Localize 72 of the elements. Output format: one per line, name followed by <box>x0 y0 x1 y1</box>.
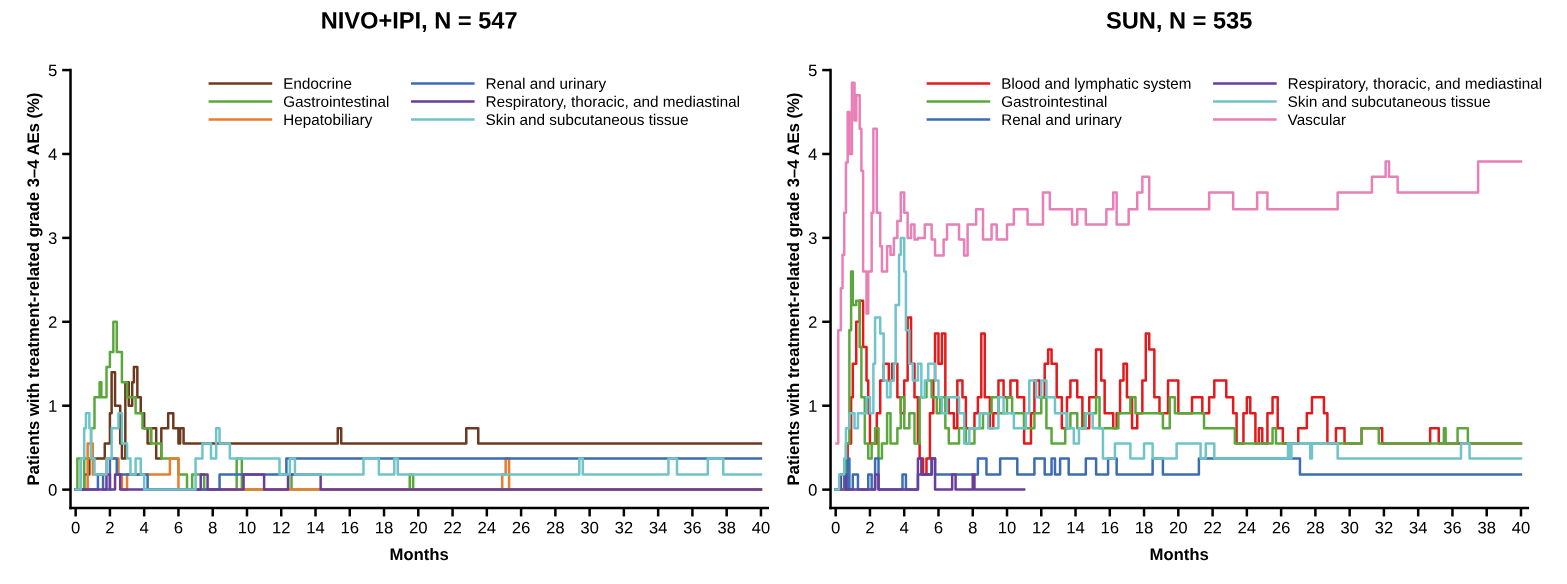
y-tick-label: 1 <box>49 400 57 412</box>
x-axis-title: Months <box>390 547 449 561</box>
y-tick-label: 4 <box>48 148 57 161</box>
x-tick-label: 32 <box>615 521 633 534</box>
legend-label: Respiratory, thoracic, and mediastinal <box>486 95 740 111</box>
legend-label: Hepatobiliary <box>284 113 373 129</box>
x-tick-label: 40 <box>752 521 770 534</box>
x-tick-label: 2 <box>866 521 874 534</box>
legend-label: Renal and urinary <box>486 77 607 92</box>
y-tick-label: 2 <box>808 316 817 328</box>
x-tick-label: 6 <box>174 521 183 534</box>
legend-label: Gastrointestinal <box>1001 95 1107 107</box>
x-axis-title: Months <box>1150 547 1209 561</box>
x-tick-label: 14 <box>1067 521 1085 534</box>
x-tick-label: 10 <box>999 521 1016 534</box>
x-tick-label: 2 <box>106 521 114 534</box>
x-tick-label: 30 <box>1341 521 1359 534</box>
x-tick-label: 6 <box>934 521 943 534</box>
x-tick-label: 0 <box>71 521 80 534</box>
x-tick-label: 36 <box>683 521 701 534</box>
x-tick-label: 20 <box>1169 521 1187 534</box>
legend-label: Skin and subcutaneous tissue <box>486 113 688 126</box>
x-tick-label: 4 <box>139 521 149 534</box>
legend-label: Vascular <box>1287 113 1346 126</box>
x-tick-label: 16 <box>1101 521 1119 534</box>
x-tick-label: 10 <box>238 521 256 534</box>
y-tick-label: 2 <box>48 316 57 328</box>
x-tick-label: 20 <box>409 521 427 534</box>
y-tick-label: 1 <box>809 400 817 412</box>
y-tick-label: 5 <box>808 64 817 77</box>
x-tick-label: 26 <box>512 521 530 534</box>
x-tick-label: 22 <box>1204 521 1222 534</box>
x-tick-label: 34 <box>1409 521 1427 534</box>
x-tick-label: 30 <box>580 521 599 534</box>
y-tick-label: 3 <box>808 232 817 245</box>
y-tick-label: 3 <box>48 232 57 245</box>
x-tick-label: 28 <box>1306 521 1324 534</box>
x-tick-label: 16 <box>341 521 359 534</box>
x-tick-label: 22 <box>444 521 461 534</box>
legend-label: Renal and urinary <box>1002 113 1122 129</box>
x-tick-label: 4 <box>899 521 909 534</box>
x-tick-label: 18 <box>1136 521 1153 534</box>
x-tick-label: 24 <box>1238 521 1256 534</box>
legend-label: Skin and subcutaneous tissue <box>1288 95 1490 107</box>
y-tick-label: 0 <box>808 484 817 496</box>
x-tick-label: 18 <box>376 521 393 534</box>
chart-title: SUN, N = 535 <box>1106 11 1252 33</box>
x-tick-label: 12 <box>273 521 290 534</box>
x-tick-label: 32 <box>1375 521 1393 534</box>
legend-label: Respiratory, thoracic, and mediastinal <box>1288 77 1542 92</box>
x-tick-label: 14 <box>307 521 325 534</box>
x-tick-label: 40 <box>1512 521 1530 534</box>
chart-title: NIVO+IPI, N = 547 <box>322 11 517 33</box>
y-tick-label: 4 <box>808 148 817 161</box>
y-axis-title: Patients with treatment-related grade 3–4 AEs (%) <box>26 93 43 485</box>
x-tick-label: 26 <box>1272 521 1290 534</box>
legend-label: Gastrointestinal <box>283 95 389 107</box>
x-tick-label: 38 <box>718 521 736 534</box>
x-tick-label: 38 <box>1478 521 1496 534</box>
x-tick-label: 12 <box>1033 521 1050 534</box>
y-tick-label: 0 <box>48 484 57 496</box>
x-tick-label: 36 <box>1443 521 1461 534</box>
legend-label: Endocrine <box>284 77 352 89</box>
y-tick-label: 5 <box>48 64 57 77</box>
x-tick-label: 8 <box>208 521 217 534</box>
y-axis-title: Patients with treatment-related grade 3–4 AEs (%) <box>786 93 803 485</box>
x-tick-label: 24 <box>478 521 496 534</box>
x-tick-label: 0 <box>831 521 840 534</box>
x-tick-label: 34 <box>649 521 667 534</box>
legend-label: Blood and lymphatic system <box>1002 77 1191 92</box>
x-tick-label: 8 <box>968 521 977 534</box>
x-tick-label: 28 <box>546 521 564 534</box>
